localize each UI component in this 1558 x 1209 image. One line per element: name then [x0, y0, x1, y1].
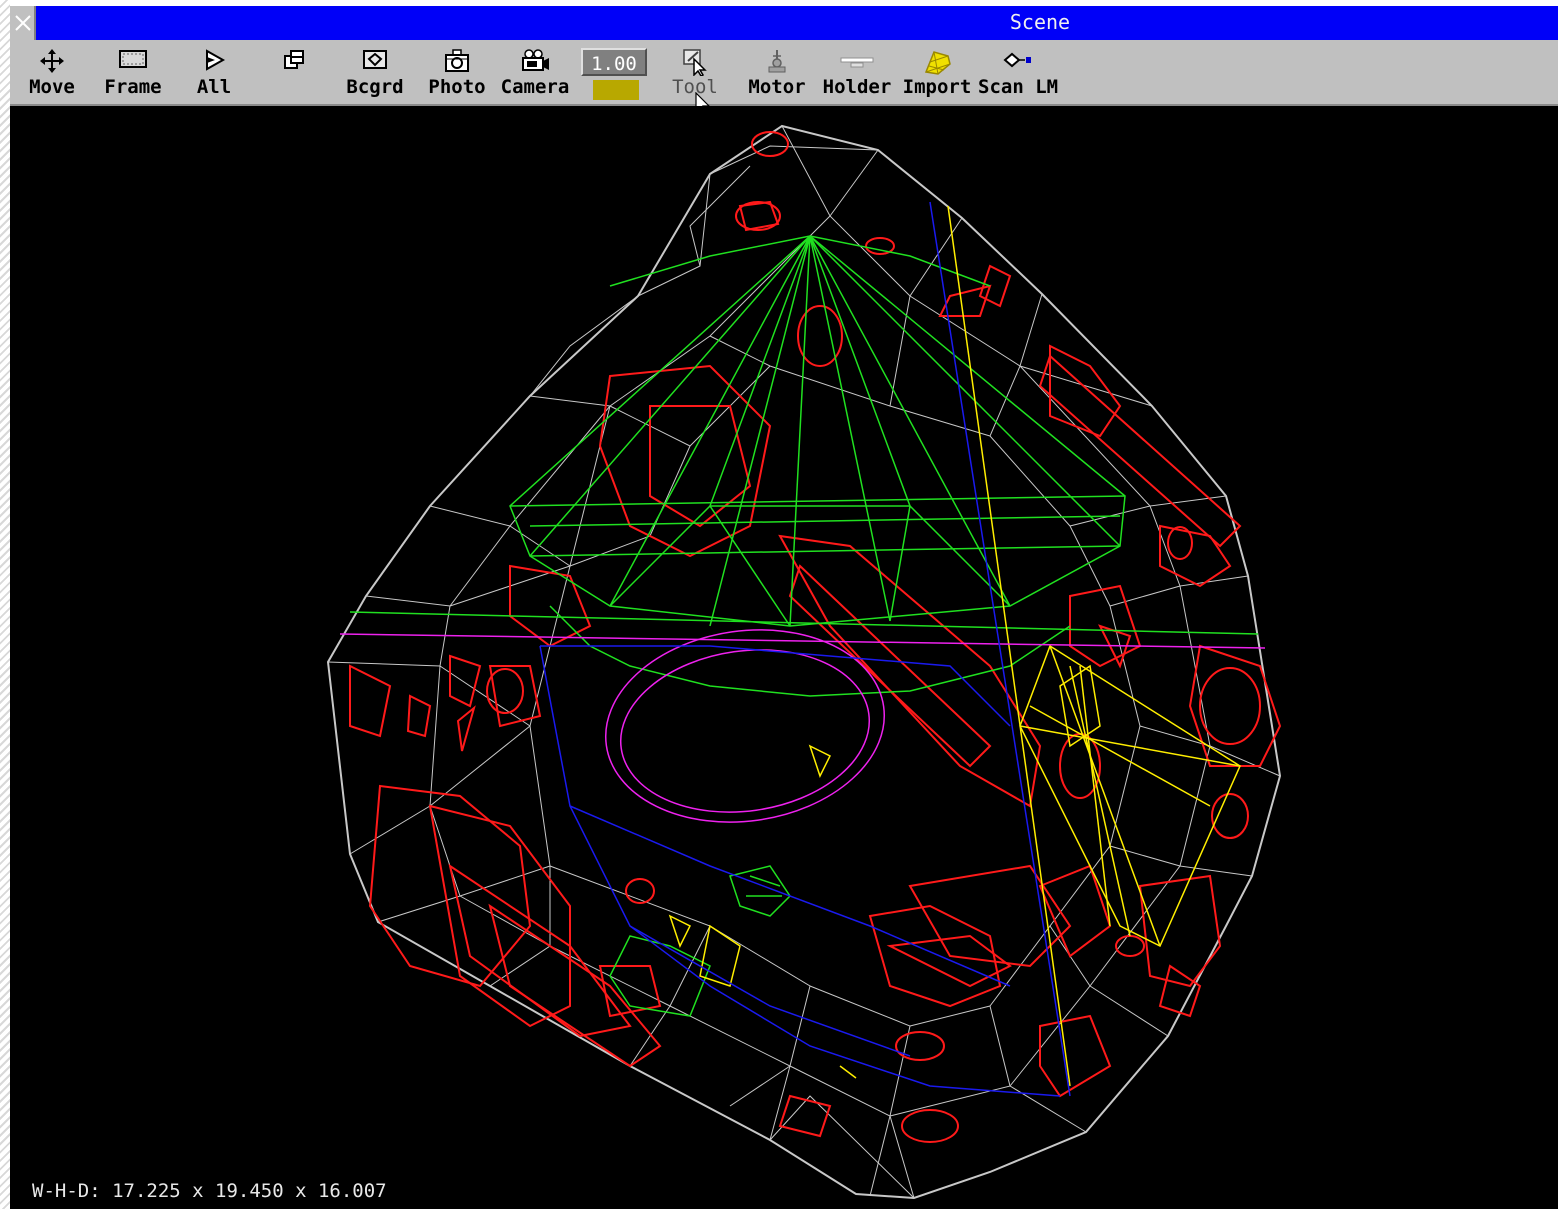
scan-lm-button[interactable]: Scan LM — [978, 42, 1058, 102]
pavilion-model — [668, 205, 1241, 1087]
tool-button[interactable]: Tool — [664, 42, 726, 102]
import-button[interactable]: Import — [902, 42, 972, 102]
window-layout-icon — [284, 50, 304, 69]
axis-lines — [539, 201, 1071, 1097]
diamond-wireframe-model[interactable] — [10, 106, 1558, 1209]
photo-icon — [445, 49, 469, 72]
photo-button[interactable]: Photo — [424, 42, 490, 102]
zoom-field[interactable]: 1.00 — [581, 48, 647, 76]
scene-viewport[interactable] — [10, 106, 1558, 1209]
title-bar[interactable]: Scene — [10, 6, 1558, 40]
holder-button[interactable]: Holder — [822, 42, 892, 102]
camera-icon — [522, 49, 549, 71]
move-icon — [40, 49, 64, 73]
camera-button[interactable]: Camera — [500, 42, 570, 102]
holder-icon — [840, 57, 874, 68]
all-button[interactable]: All — [186, 42, 242, 102]
background-icon — [363, 50, 387, 69]
window-layout-button[interactable] — [266, 42, 322, 102]
frame-button[interactable]: Frame — [100, 42, 166, 102]
close-button[interactable] — [10, 6, 36, 40]
move-button[interactable]: Move — [20, 42, 84, 102]
background-button[interactable]: Bcgrd — [342, 42, 408, 102]
motor-button[interactable]: Motor — [744, 42, 810, 102]
girdle-ellipse — [339, 629, 1266, 823]
scan-lm-icon — [1003, 52, 1031, 68]
desktop-edge — [0, 0, 10, 1209]
import-icon — [924, 51, 951, 75]
all-icon — [206, 49, 226, 71]
inclusions — [349, 131, 1282, 1143]
window-title: Scene — [1009, 10, 1071, 34]
tool-icon — [683, 49, 707, 76]
close-icon — [15, 15, 31, 31]
frame-icon — [119, 50, 147, 68]
toolbar: Move Frame All — [10, 40, 1558, 115]
dimensions-readout: W-H-D: 17.225 x 19.450 x 16.007 — [32, 1180, 387, 1202]
scene-window: Scene Move Frame — [10, 6, 1558, 1209]
zoom-color-swatch[interactable] — [593, 80, 639, 100]
crown-model — [349, 235, 1259, 1017]
motor-icon — [768, 50, 786, 73]
